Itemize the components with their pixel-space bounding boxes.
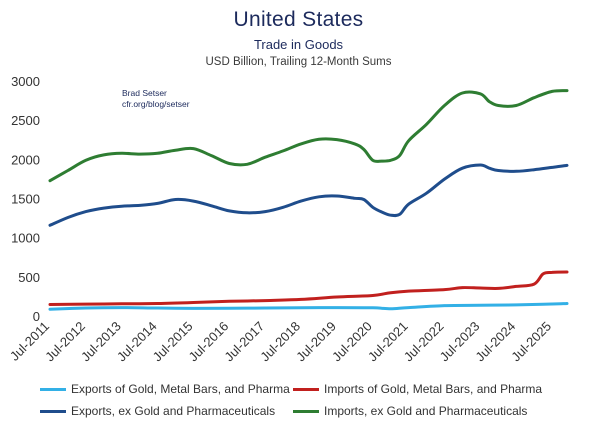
author-annotation: Brad Setser [122, 88, 167, 98]
y-tick-label: 0 [33, 309, 40, 324]
series-imports-ex-gold-line [48, 89, 569, 183]
chart-subtitle: Trade in Goods [253, 37, 344, 52]
series-exports-gold-pharma-line [48, 302, 569, 311]
legend-swatch [293, 409, 319, 413]
chart-subsubtitle: USD Billion, Trailing 12-Month Sums [205, 56, 392, 68]
y-tick-label: 2000 [11, 152, 40, 167]
series-imports-gold-pharma-line [48, 270, 569, 306]
legend-swatch [40, 409, 66, 413]
y-tick-label: 3000 [11, 74, 40, 89]
y-tick-label: 1500 [11, 192, 40, 207]
series-exports-ex-gold-line [48, 163, 569, 227]
legend-swatch [40, 387, 66, 391]
x-tick-label: Jul-2025 [508, 319, 554, 365]
legend-label: Imports of Gold, Metal Bars, and Pharma [324, 382, 543, 396]
legend-item-exports-ex-gold: Exports, ex Gold and Pharmaceuticals [40, 404, 275, 418]
legend-swatch [293, 387, 319, 391]
legend-item-imports-ex-gold: Imports, ex Gold and Pharmaceuticals [293, 404, 527, 418]
legend-item-imports-gold-pharma: Imports of Gold, Metal Bars, and Pharma [293, 382, 542, 396]
chart-title: United States [233, 8, 364, 31]
legend-label: Exports, ex Gold and Pharmaceuticals [71, 404, 276, 418]
source-annotation: cfr.org/blog/setser [122, 99, 190, 109]
y-tick-label: 1000 [11, 231, 40, 246]
legend-label: Imports, ex Gold and Pharmaceuticals [324, 404, 528, 418]
legend-label: Exports of Gold, Metal Bars, and Pharma [71, 382, 290, 396]
y-tick-label: 2500 [11, 113, 40, 128]
legend-item-exports-gold-pharma: Exports of Gold, Metal Bars, and Pharma [40, 382, 290, 396]
y-tick-label: 500 [18, 270, 40, 285]
